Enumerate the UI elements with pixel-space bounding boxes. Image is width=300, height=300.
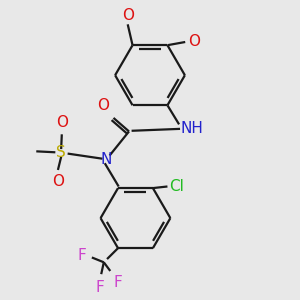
Text: F: F bbox=[113, 275, 122, 290]
Text: S: S bbox=[56, 146, 66, 160]
Text: O: O bbox=[56, 115, 68, 130]
Text: F: F bbox=[95, 280, 104, 295]
Text: O: O bbox=[97, 98, 109, 113]
Text: Cl: Cl bbox=[169, 179, 184, 194]
Text: F: F bbox=[77, 248, 86, 263]
Text: O: O bbox=[188, 34, 200, 50]
Text: N: N bbox=[101, 152, 112, 167]
Text: O: O bbox=[52, 175, 64, 190]
Text: NH: NH bbox=[181, 121, 204, 136]
Text: O: O bbox=[122, 8, 134, 23]
